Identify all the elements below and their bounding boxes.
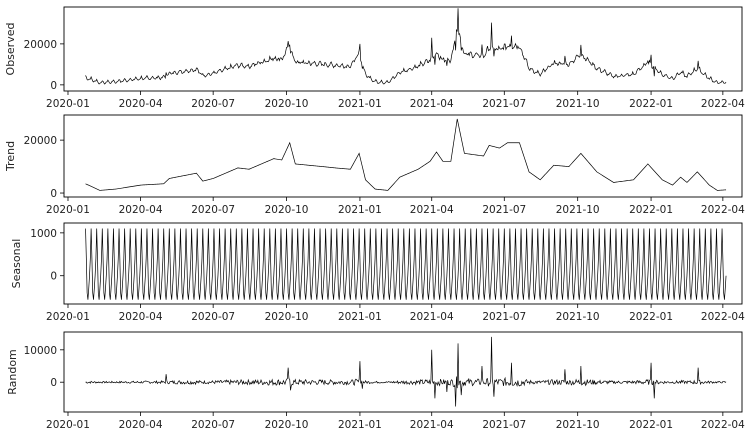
x-tick-label: 2021-10 [556,311,600,323]
y-tick-label: 20000 [24,135,57,147]
axes-frame [63,222,743,305]
series-line-random [85,336,727,407]
x-tick-label: 2022-01 [629,311,673,323]
x-tick-label: 2022-04 [701,419,745,431]
x-tick-label: 2022-04 [701,98,745,110]
y-tick-label: 0 [50,271,57,283]
x-tick-label: 2021-01 [338,204,382,216]
axes-frame [63,114,743,198]
panel-random: 0 10000 2020-01 2020-04 2020-07 2020-10 2021-0… [6,331,745,431]
x-tick-label: 2021-10 [556,204,600,216]
x-tick-label: 2020-07 [191,204,235,216]
x-tick-label: 2021-07 [482,419,526,431]
x-tick-label: 2020-07 [191,419,235,431]
panel-observed: 0 20000 2020-01 2020-04 2020-07 2020-10 2021-0… [4,6,745,110]
x-tick-label: 2021-01 [338,98,382,110]
y-tick-label: 1000 [30,228,57,240]
x-tick-label: 2021-07 [482,204,526,216]
panel-trend: 0 20000 2020-01 2020-04 2020-07 2020-10 2021-0… [4,114,745,216]
y-axis-label: Trend [4,141,17,172]
y-tick-label: 0 [50,188,57,200]
x-tick-label: 2020-01 [46,204,90,216]
axes-frame [63,331,743,413]
series-line-trend [85,118,727,191]
x-tick-label: 2021-10 [556,419,600,431]
x-tick-label: 2020-04 [119,98,163,110]
y-axis-label: Observed [4,23,17,76]
x-tick-label: 2020-01 [46,419,90,431]
x-tick-label: 2020-01 [46,98,90,110]
x-tick-label: 2020-01 [46,311,90,323]
panel-seasonal: 0 1000 2020-01 2020-04 2020-07 2020-10 2021-01… [10,222,745,323]
x-tick-label: 2020-10 [265,419,309,431]
y-tick-label: 20000 [24,39,57,51]
x-tick-label: 2021-01 [338,419,382,431]
x-tick-label: 2022-01 [629,419,673,431]
x-tick-label: 2020-10 [265,311,309,323]
x-tick-label: 2022-01 [629,204,673,216]
x-tick-label: 2021-04 [410,419,454,431]
x-tick-label: 2021-07 [482,311,526,323]
x-tick-label: 2021-10 [556,98,600,110]
x-tick-label: 2021-04 [410,98,454,110]
y-tick-label: 10000 [24,345,57,357]
x-tick-label: 2022-01 [629,98,673,110]
x-tick-label: 2021-04 [410,204,454,216]
series-line-seasonal [85,228,727,300]
x-tick-label: 2020-04 [119,204,163,216]
x-tick-label: 2021-04 [410,311,454,323]
y-axis-label: Seasonal [10,239,23,289]
x-tick-label: 2021-07 [482,98,526,110]
x-tick-label: 2020-04 [119,311,163,323]
x-tick-label: 2020-07 [191,98,235,110]
x-tick-label: 2020-07 [191,311,235,323]
x-tick-label: 2021-01 [338,311,382,323]
x-tick-label: 2022-04 [701,311,745,323]
y-tick-label: 0 [50,377,57,389]
axes-frame [63,6,743,92]
y-tick-label: 0 [50,80,57,92]
x-tick-label: 2020-04 [119,419,163,431]
x-tick-label: 2020-10 [265,98,309,110]
x-tick-label: 2020-10 [265,204,309,216]
y-axis-label: Random [6,349,19,395]
x-tick-label: 2022-04 [701,204,745,216]
series-line-observed [85,8,727,85]
